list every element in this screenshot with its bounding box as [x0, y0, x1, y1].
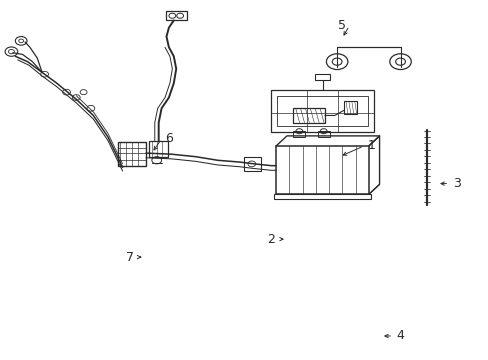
Bar	[166, 12, 186, 21]
Bar	[277, 96, 367, 126]
Bar	[314, 74, 330, 80]
Text: 6: 6	[164, 132, 172, 145]
Bar	[243, 157, 260, 171]
Text: 3: 3	[452, 177, 460, 190]
Text: 2: 2	[267, 233, 275, 246]
Bar	[118, 142, 146, 166]
Bar	[293, 131, 305, 137]
Text: 4: 4	[396, 329, 404, 342]
Bar	[274, 194, 370, 199]
Bar	[317, 131, 329, 137]
Text: 1: 1	[366, 139, 374, 152]
Bar	[149, 140, 167, 157]
Bar	[271, 90, 373, 132]
Bar	[293, 108, 325, 123]
Text: 5: 5	[337, 19, 346, 32]
Bar	[276, 146, 368, 194]
Bar	[344, 101, 356, 114]
Text: 7: 7	[125, 251, 134, 264]
